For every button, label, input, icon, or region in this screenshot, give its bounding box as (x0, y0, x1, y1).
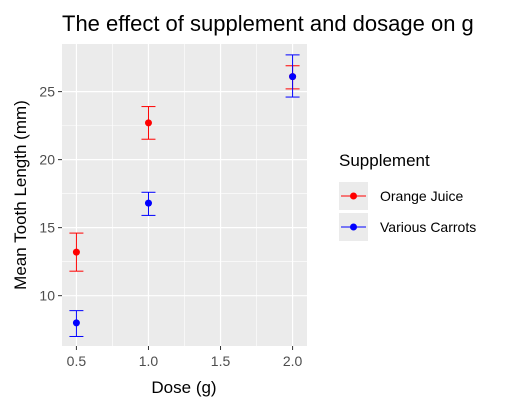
legend-key-point (350, 193, 357, 200)
data-point (289, 73, 296, 80)
data-point (145, 119, 152, 126)
y-tick-label: 20 (39, 152, 55, 168)
legend-title: Supplement (339, 151, 430, 170)
y-tick-label: 25 (39, 84, 55, 100)
legend-key-point (350, 224, 357, 231)
legend-key (339, 213, 368, 241)
data-point (145, 200, 152, 207)
data-point (73, 319, 80, 326)
x-tick-label: 1.0 (139, 353, 159, 369)
data-point (73, 249, 80, 256)
legend-key (339, 182, 368, 210)
x-tick-label: 0.5 (67, 353, 87, 369)
y-axis-title: Mean Tooth Length (mm) (11, 100, 30, 290)
chart-title: The effect of supplement and dosage on g (62, 11, 474, 36)
y-tick-label: 10 (39, 288, 55, 304)
legend-label: Various Carrots (380, 219, 476, 235)
x-axis-title: Dose (g) (151, 378, 216, 397)
legend: Supplement Orange Juice Various Carrots (339, 151, 476, 241)
x-tick-label: 2.0 (283, 353, 303, 369)
x-tick-label: 1.5 (211, 353, 231, 369)
legend-label: Orange Juice (380, 188, 463, 204)
y-tick-label: 15 (39, 220, 55, 236)
